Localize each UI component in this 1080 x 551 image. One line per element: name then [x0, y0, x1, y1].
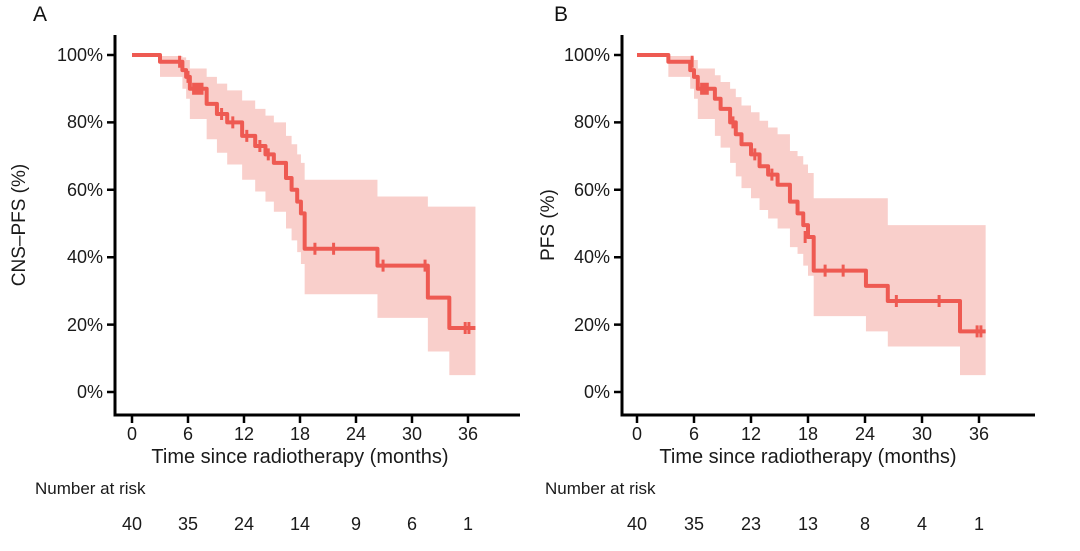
risk-count-A: 9 [350, 514, 361, 534]
panel-b-x-axis-title: Time since radiotherapy (months) [659, 446, 957, 468]
censor-marks-A [178, 55, 471, 334]
x-tick-label-B: 12 [740, 424, 762, 444]
y-tick-label-A: 60% [66, 179, 103, 200]
y-tick-label-A: 0% [76, 382, 103, 402]
x-tick-label-B: 36 [968, 424, 990, 444]
x-tick-label-A: 18 [289, 424, 310, 444]
risk-count-A: 35 [177, 514, 198, 534]
x-tick-label-B: 18 [797, 424, 819, 444]
x-tick-label-B: 0 [631, 424, 642, 444]
km-curve-B [637, 53, 986, 334]
risk-count-B: 4 [916, 514, 927, 534]
y-tick-label-B: 60% [573, 179, 610, 200]
panel-b-label: B [554, 3, 569, 26]
panel-b-y-axis-title: PFS (%) [538, 189, 559, 261]
risk-count-A: 1 [462, 514, 473, 534]
ci-band-A [159, 56, 476, 376]
y-tick-label-B: 40% [573, 247, 610, 268]
y-tick-label-A: 20% [66, 314, 103, 335]
axes-A [113, 35, 520, 417]
risk-count-B: 8 [859, 514, 870, 534]
x-tick-label-A: 6 [182, 424, 193, 444]
risk-count-B: 13 [797, 514, 819, 534]
x-tick-label-B: 30 [911, 424, 933, 444]
x-tick-label-A: 12 [233, 424, 254, 444]
panel-b-number-at-risk-header: Number at risk [545, 479, 656, 498]
risk-count-A: 40 [121, 514, 143, 534]
y-tick-label-B: 100% [563, 45, 610, 65]
y-tick-label-A: 40% [66, 247, 103, 268]
y-tick-label-B: 20% [573, 314, 610, 335]
panel-a-label: A [33, 3, 48, 26]
risk-count-A: 24 [233, 514, 254, 534]
y-tick-label-A: 100% [56, 45, 103, 65]
y-tick-label-A: 80% [66, 112, 103, 133]
panel-a-number-at-risk-header: Number at risk [35, 479, 146, 498]
x-tick-label-B: 6 [688, 424, 699, 444]
x-tick-label-A: 0 [126, 424, 137, 444]
risk-count-B: 1 [973, 514, 984, 534]
risk-count-B: 35 [683, 514, 705, 534]
x-tick-label-A: 30 [401, 424, 422, 444]
x-tick-label-B: 24 [854, 424, 876, 444]
y-tick-label-B: 0% [583, 382, 610, 402]
x-tick-label-A: 24 [345, 424, 366, 444]
x-tick-label-A: 36 [457, 424, 478, 444]
risk-count-A: 6 [406, 514, 417, 534]
tick-marks-A [107, 53, 470, 423]
risk-count-B: 23 [740, 514, 762, 534]
panel-a-y-axis-title: CNS–PFS (%) [9, 163, 30, 287]
panel-a-x-axis-title: Time since radiotherapy (months) [151, 446, 449, 468]
y-tick-label-B: 80% [573, 112, 610, 133]
tick-marks-B [614, 53, 981, 423]
censor-marks-B [690, 55, 983, 338]
risk-count-B: 40 [626, 514, 648, 534]
ci-band-B [668, 56, 986, 376]
risk-count-A: 14 [289, 514, 310, 534]
axes-B [620, 35, 1035, 417]
